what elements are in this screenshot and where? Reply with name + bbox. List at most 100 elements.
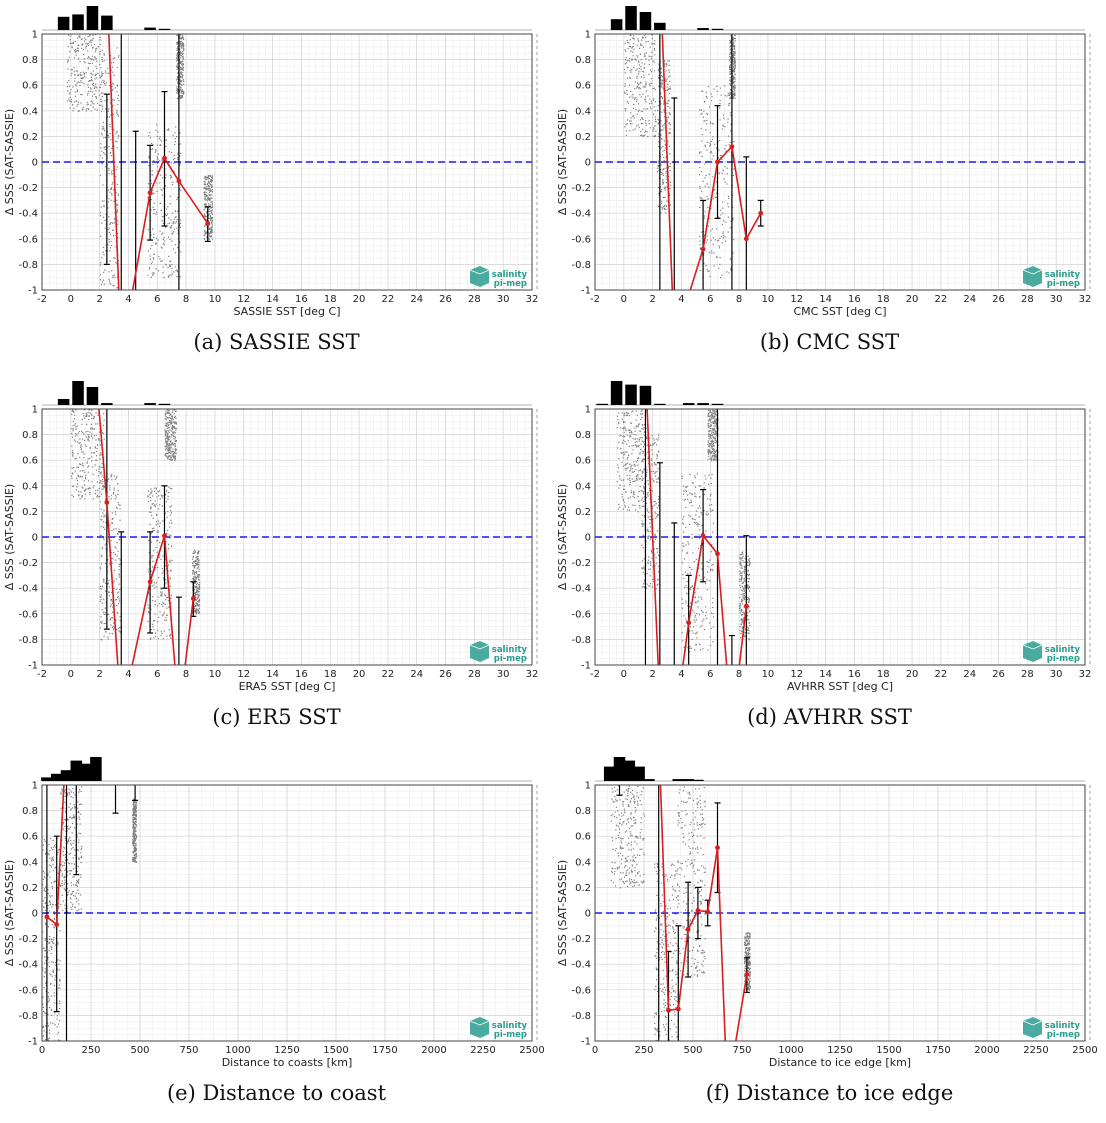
logo-text-pimep: pi-mep — [494, 279, 527, 289]
scatter-point — [722, 124, 723, 125]
scatter-point — [646, 472, 647, 473]
scatter-point — [658, 437, 659, 438]
logo-text-pimep: pi-mep — [1047, 279, 1080, 289]
scatter-point — [653, 60, 654, 61]
scatter-point — [171, 488, 172, 489]
scatter-point — [658, 477, 659, 478]
scatter-point — [641, 476, 642, 477]
scatter-point — [699, 109, 700, 110]
scatter-point — [117, 220, 118, 221]
scatter-point — [625, 463, 626, 464]
scatter-point — [652, 454, 653, 455]
scatter-point — [620, 427, 621, 428]
scatter-point — [94, 452, 95, 453]
scatter-point — [180, 83, 181, 84]
scatter-point — [81, 431, 82, 432]
scatter-point — [199, 599, 200, 600]
scatter-point — [631, 123, 632, 124]
scatter-point — [117, 104, 118, 105]
scatter-point — [100, 444, 101, 445]
scatter-point — [169, 452, 170, 453]
scatter-point — [641, 506, 642, 507]
scatter-point — [666, 200, 667, 201]
scatter-point — [658, 187, 659, 188]
scatter-point — [166, 430, 167, 431]
scatter-point — [108, 190, 109, 191]
scatter-point — [176, 270, 177, 271]
scatter-point — [657, 439, 658, 440]
scatter-point — [196, 587, 197, 588]
scatter-point — [640, 45, 641, 46]
scatter-point — [642, 520, 643, 521]
scatter-point — [79, 498, 80, 499]
scatter-point — [642, 560, 643, 561]
scatter-point — [168, 277, 169, 278]
scatter-point — [640, 131, 641, 132]
scatter-point — [102, 463, 103, 464]
scatter-point — [100, 279, 101, 280]
scatter-point — [157, 170, 158, 171]
scatter-point — [644, 63, 645, 64]
scatter-point — [108, 639, 109, 640]
logo-cube-icon — [470, 641, 489, 662]
scatter-point — [151, 183, 152, 184]
scatter-point — [162, 495, 163, 496]
scatter-point — [211, 181, 212, 182]
y-tick-label: 0.2 — [575, 132, 591, 143]
scatter-point — [120, 620, 121, 621]
scatter-point — [155, 547, 156, 548]
scatter-point — [648, 531, 649, 532]
scatter-point — [114, 57, 115, 58]
scatter-point — [119, 600, 120, 601]
scatter-point — [162, 506, 163, 507]
scatter-point — [101, 555, 102, 556]
scatter-point — [177, 55, 178, 56]
scatter-point — [729, 92, 730, 93]
scatter-point — [199, 600, 200, 601]
scatter-point — [109, 563, 110, 564]
scatter-point — [652, 38, 653, 39]
scatter-point — [83, 107, 84, 108]
scatter-point — [154, 530, 155, 531]
scatter-point — [206, 188, 207, 189]
scatter-point — [653, 43, 654, 44]
scatter-point — [110, 540, 111, 541]
scatter-point — [71, 478, 72, 479]
scatter-point — [171, 546, 172, 547]
scatter-point — [177, 219, 178, 220]
scatter-point — [77, 71, 78, 72]
scatter-point — [212, 206, 213, 207]
scatter-point — [669, 65, 670, 66]
scatter-point — [72, 452, 73, 453]
scatter-point — [74, 101, 75, 102]
scatter-point — [169, 239, 170, 240]
scatter-point — [641, 45, 642, 46]
scatter-point — [114, 277, 115, 278]
scatter-point — [94, 78, 95, 79]
scatter-point — [169, 443, 170, 444]
scatter-point — [162, 216, 163, 217]
scatter-point — [653, 98, 654, 99]
scatter-point — [108, 73, 109, 74]
scatter-point — [631, 117, 632, 118]
scatter-point — [102, 201, 103, 202]
scatter-point — [105, 146, 106, 147]
scatter-point — [150, 492, 151, 493]
scatter-point — [110, 241, 111, 242]
scatter-point — [90, 429, 91, 430]
scatter-point — [92, 40, 93, 41]
scatter-point — [88, 440, 89, 441]
scatter-point — [105, 70, 106, 71]
scatter-point — [150, 508, 151, 509]
scatter-point — [73, 425, 74, 426]
scatter-point — [75, 423, 76, 424]
scatter-point — [629, 58, 630, 59]
scatter-point — [194, 574, 195, 575]
scatter-point — [84, 74, 85, 75]
scatter-point — [102, 603, 103, 604]
scatter-point — [718, 150, 719, 151]
scatter-point — [655, 535, 656, 536]
scatter-point — [725, 222, 726, 223]
scatter-point — [655, 501, 656, 502]
scatter-point — [116, 578, 117, 579]
